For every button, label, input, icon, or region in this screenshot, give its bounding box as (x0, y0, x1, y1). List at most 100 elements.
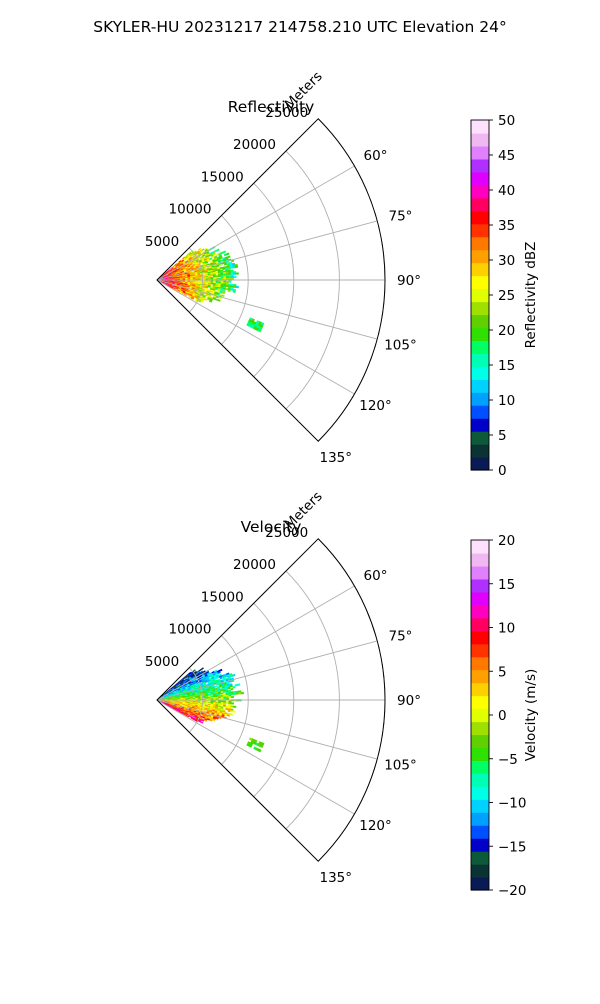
echo-cell (215, 288, 218, 290)
echo-cell (233, 286, 236, 288)
colorbar-segment (471, 812, 489, 826)
angle-tick-label: 60° (364, 148, 388, 164)
colorbar-segment (471, 670, 489, 684)
echo-cell (215, 269, 218, 271)
echo-cell (216, 249, 219, 251)
echo-cell (208, 286, 211, 287)
echo-cell (226, 702, 229, 704)
colorbar-tick-label: 0 (498, 463, 507, 479)
colorbar-segment (471, 314, 489, 328)
echo-cell (222, 295, 225, 297)
echo-cell (200, 721, 203, 723)
echo-cell (208, 274, 211, 275)
colorbar-segment (471, 418, 489, 432)
colorbar-segment (471, 864, 489, 878)
echo-cell (231, 278, 234, 280)
colorbar-segment (471, 592, 489, 606)
echo-cell (218, 697, 221, 698)
colorbar-tick-label: −15 (498, 839, 527, 855)
colorbar-segment (471, 644, 489, 658)
echo-cell (236, 286, 239, 288)
colorbar-tick-label: −5 (498, 752, 518, 768)
echo-cell (230, 267, 233, 269)
colorbar-segment (471, 198, 489, 212)
colorbar-segment (471, 825, 489, 839)
echo-cell (233, 693, 236, 695)
colorbar-tick-label: 15 (498, 358, 515, 374)
colorbar-segment (471, 185, 489, 199)
colorbar-segment (471, 250, 489, 264)
echo-cell (225, 708, 228, 710)
azimuth-spoke (157, 641, 377, 700)
colorbar-segment (471, 838, 489, 852)
echo-cell (231, 706, 234, 708)
colorbar-segment (471, 172, 489, 186)
colorbar-segment (471, 366, 489, 380)
angle-tick-label: 105° (384, 338, 417, 354)
azimuth-spoke (157, 700, 354, 814)
echo-cell (193, 669, 196, 671)
colorbar-segment (471, 579, 489, 593)
colorbar-segment (471, 301, 489, 315)
reflectivity-panel: Reflectivity500010000150002000025000Mete… (145, 68, 539, 479)
radial-tick-label: 5000 (145, 234, 179, 250)
echo-cell (203, 286, 206, 287)
colorbar-segment (471, 146, 489, 160)
colorbar-segment (471, 851, 489, 865)
echo-cell (215, 272, 218, 274)
colorbar-segment (471, 566, 489, 580)
echo-cell (229, 281, 232, 283)
echo-cell (209, 258, 212, 260)
colorbar-segment (471, 877, 489, 891)
colorbar-segment (471, 211, 489, 225)
echo-cell (229, 696, 232, 698)
colorbar-tick-label: 30 (498, 253, 515, 269)
echo-cell (236, 273, 239, 275)
colorbar-segment (471, 133, 489, 147)
colorbar-segment (471, 431, 489, 445)
echo-cell (224, 698, 227, 699)
polar-grid (157, 539, 385, 861)
echo-cell (210, 285, 213, 286)
echo-cell (228, 687, 231, 689)
colorbar-tick-label: 20 (498, 533, 515, 549)
echo-cell (214, 686, 217, 688)
echo-cell (230, 710, 233, 712)
colorbar-label: Velocity (m/s) (523, 669, 539, 762)
echo-cell (203, 697, 206, 698)
colorbar-segment (471, 618, 489, 632)
colorbar-segment (471, 721, 489, 735)
echo-cell (223, 251, 226, 253)
colorbar-segment (471, 289, 489, 303)
echo-cell (220, 267, 223, 269)
echo-cell (230, 685, 233, 687)
angle-tick-label: 75° (389, 628, 413, 644)
colorbar-segment (471, 340, 489, 354)
colorbar-segment (471, 799, 489, 813)
echo-cell (225, 288, 228, 290)
echo-cell (233, 686, 236, 688)
echo-cell (201, 668, 204, 670)
echo-cell (222, 292, 225, 294)
angle-tick-label: 105° (384, 758, 417, 774)
colorbar-tick-label: 15 (498, 577, 515, 593)
colorbar-tick-label: 10 (498, 393, 515, 409)
echo-cell (221, 704, 224, 706)
colorbar-tick-label: 20 (498, 323, 515, 339)
colorbar-tick-label: −20 (498, 883, 527, 899)
echo-cell (232, 674, 235, 676)
colorbar-segment (471, 734, 489, 748)
echo-cell (228, 710, 231, 712)
radial-tick-label: 15000 (201, 169, 244, 185)
colorbar-segment (471, 786, 489, 800)
radial-tick-label: 20000 (233, 557, 276, 573)
echo-cell (220, 690, 223, 692)
colorbar-segment (471, 683, 489, 697)
colorbar-segment (471, 709, 489, 723)
colorbar-segment (471, 760, 489, 774)
echo-cell (206, 703, 209, 704)
echo-cell (233, 711, 236, 713)
echo-cell (231, 289, 234, 291)
colorbar-tick-label: 25 (498, 288, 515, 304)
